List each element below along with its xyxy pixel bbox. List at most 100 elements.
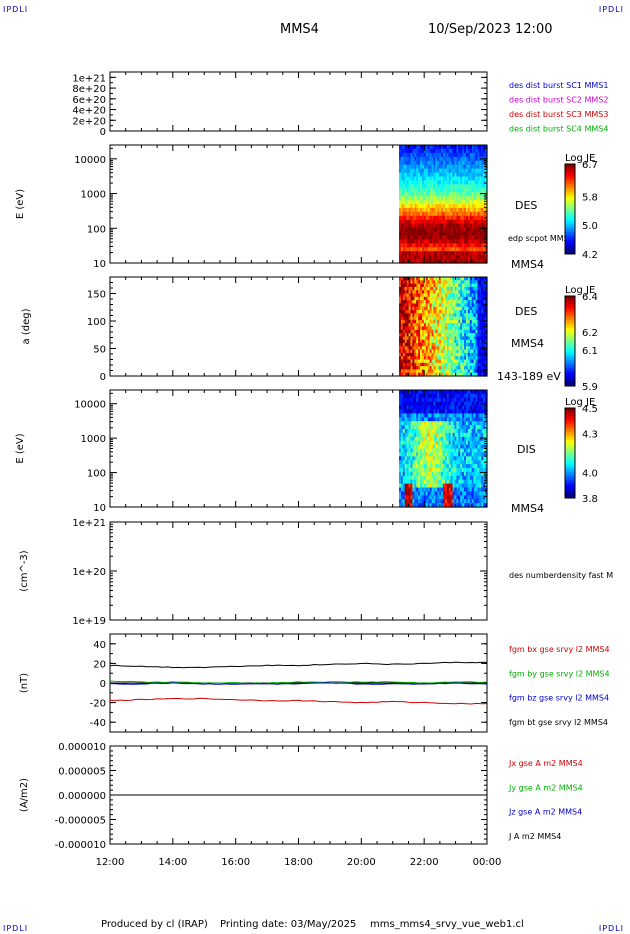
spectrogram-cell-3: [404, 405, 408, 411]
spectrogram-cell-3: [439, 417, 442, 422]
spectrogram-cell-3: [475, 468, 479, 473]
spectrogram-cell-2: [450, 310, 454, 314]
spectrogram-cell-2: [454, 316, 458, 321]
spectrogram-cell-1: [462, 239, 465, 244]
spectrogram-cell-3: [404, 491, 408, 496]
spectrogram-cell-2: [437, 369, 440, 374]
spectrogram-cell-1: [456, 145, 459, 150]
spectrogram-cell-2: [414, 319, 417, 324]
spectrogram-cell-3: [437, 397, 440, 403]
spectrogram-cell-2: [467, 352, 471, 357]
spectrogram-cell-3: [443, 475, 446, 481]
spectrogram-cell-3: [479, 483, 482, 489]
spectrogram-cell-1: [435, 227, 438, 233]
spectrogram-cell-1: [420, 207, 423, 213]
spectrogram-cell-1: [458, 176, 461, 181]
spectrogram-cell-1: [444, 176, 448, 181]
spectrogram-cell-3: [462, 436, 465, 442]
spectrogram-cell-3: [412, 432, 415, 438]
spectrogram-cell-2: [416, 372, 419, 377]
spectrogram-cell-2: [410, 306, 414, 311]
spectrogram-cell-1: [429, 219, 433, 225]
spectrogram-cell-2: [425, 323, 429, 328]
spectrogram-cell-3: [444, 460, 448, 465]
spectrogram-cell-1: [412, 160, 415, 166]
spectrogram-cell-2: [481, 372, 484, 377]
spectrogram-cell-1: [421, 145, 425, 150]
spectrogram-cell-2: [452, 323, 456, 328]
spectrogram-cell-2: [443, 372, 446, 377]
spectrogram-cell-3: [439, 464, 442, 469]
spectrogram-cell-2: [479, 343, 482, 347]
spectrogram-cell-3: [423, 397, 427, 403]
spectrogram-cell-3: [475, 436, 479, 442]
spectrogram-cell-3: [423, 390, 427, 395]
colorbar-cell-1: [565, 184, 575, 187]
spectrogram-cell-1: [431, 148, 435, 154]
spectrogram-cell-1: [433, 196, 436, 201]
spectrogram-cell-1: [481, 188, 484, 193]
spectrogram-cell-2: [485, 300, 488, 304]
spectrogram-cell-1: [431, 184, 435, 189]
spectrogram-cell-2: [408, 372, 412, 377]
spectrogram-cell-2: [412, 300, 415, 304]
spectrogram-cell-3: [421, 413, 425, 418]
spectrogram-cell-1: [465, 247, 469, 252]
spectrogram-cell-3: [469, 429, 473, 434]
spectrogram-cell-1: [485, 192, 488, 197]
spectrogram-cell-1: [431, 215, 435, 221]
spectrogram-cell-1: [448, 251, 452, 256]
spectrogram-cell-3: [465, 479, 469, 485]
spectrogram-cell-1: [452, 156, 456, 162]
spectrogram-cell-3: [429, 421, 433, 426]
spectrogram-cell-2: [416, 323, 419, 328]
spectrogram-cell-2: [446, 316, 450, 321]
spectrogram-cell-2: [429, 356, 433, 361]
spectrogram-cell-3: [481, 429, 484, 434]
spectrogram-cell-1: [402, 255, 406, 260]
spectrogram-cell-2: [443, 286, 446, 291]
spectrogram-cell-2: [400, 310, 404, 314]
spectrogram-cell-1: [435, 215, 438, 221]
spectrogram-cell-3: [444, 405, 448, 411]
spectrogram-cell-1: [414, 235, 417, 240]
spectrogram-cell-2: [410, 372, 414, 377]
spectrogram-cell-1: [462, 223, 465, 229]
colorbar-cell-2: [565, 344, 575, 347]
spectrogram-cell-3: [412, 413, 415, 418]
spectrogram-cell-3: [435, 444, 438, 450]
spectrogram-cell-1: [404, 247, 408, 252]
spectrogram-cell-2: [444, 319, 448, 324]
spectrogram-cell-1: [481, 231, 484, 237]
colorbar-cell-1: [565, 186, 575, 189]
spectrogram-cell-2: [420, 339, 423, 344]
spectrogram-cell-3: [458, 464, 461, 469]
spectrogram-cell-1: [452, 152, 456, 158]
spectrogram-cell-2: [437, 310, 440, 314]
colorbar-tick-label-1: 5.0: [582, 221, 598, 232]
spectrogram-cell-3: [477, 452, 480, 457]
spectrogram-cell-1: [433, 204, 436, 209]
spectrogram-cell-1: [427, 227, 431, 233]
spectrogram-cell-2: [421, 293, 425, 298]
spectrogram-cell-2: [456, 333, 459, 337]
spectrogram-cell-1: [414, 192, 417, 197]
spectrogram-cell-2: [469, 323, 473, 328]
spectrogram-cell-1: [435, 172, 438, 178]
spectrogram-cell-1: [477, 255, 480, 260]
spectrogram-cell-3: [479, 456, 482, 461]
spectrogram-cell-3: [452, 425, 456, 430]
spectrogram-cell-2: [439, 339, 442, 344]
spectrogram-cell-2: [465, 326, 469, 331]
spectrogram-cell-1: [458, 160, 461, 166]
spectrogram-cell-2: [410, 362, 414, 367]
spectrogram-cell-3: [467, 409, 471, 414]
spectrogram-cell-1: [460, 235, 463, 240]
spectrogram-cell-2: [404, 366, 408, 370]
spectrogram-cell-1: [446, 152, 450, 158]
spectrogram-cell-1: [414, 196, 417, 201]
spectrogram-cell-3: [458, 479, 461, 485]
spectrogram-cell-3: [412, 503, 415, 508]
spectrogram-cell-3: [418, 491, 421, 496]
spectrogram-cell-3: [483, 429, 486, 434]
